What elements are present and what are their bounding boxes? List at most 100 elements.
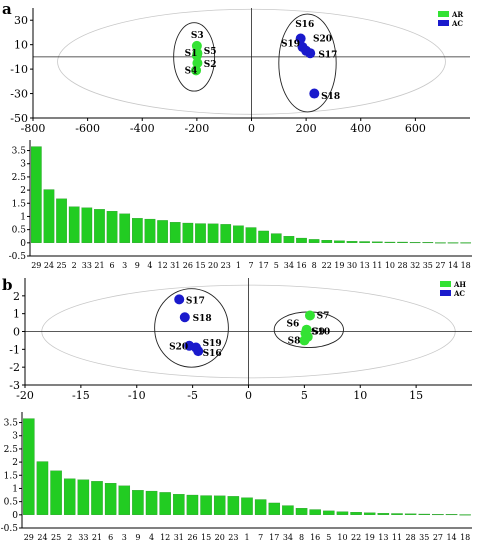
bar <box>36 461 49 515</box>
category-label: 35 <box>419 533 429 542</box>
y-tick-label: 1 <box>12 484 18 494</box>
bar <box>220 224 232 243</box>
x-tick-label: -800 <box>21 122 46 135</box>
bar <box>50 470 62 515</box>
x-tick-label: -10 <box>128 389 146 402</box>
bar <box>445 514 458 516</box>
bar <box>295 508 308 515</box>
data-point <box>193 346 204 357</box>
data-point <box>309 88 320 99</box>
category-label: 16 <box>296 261 306 270</box>
point-label: S1 <box>185 49 198 59</box>
point-label: S16 <box>203 349 222 359</box>
category-label: 4 <box>149 533 154 542</box>
category-label: 21 <box>92 533 102 542</box>
point-label: S10 <box>311 328 330 338</box>
legend-label: AC <box>451 19 463 28</box>
point-label: S18 <box>321 92 340 102</box>
category-label: 22 <box>322 261 332 270</box>
y-tick-label: -0.5 <box>1 524 19 534</box>
point-label: S2 <box>204 60 217 70</box>
category-label: 12 <box>160 533 170 542</box>
category-label: 24 <box>37 533 47 542</box>
y-tick-label: 0 <box>12 511 18 521</box>
bar <box>459 514 471 516</box>
category-label: 2 <box>67 533 72 542</box>
data-point <box>304 310 315 321</box>
bar <box>91 481 103 515</box>
category-label: 13 <box>378 533 388 542</box>
bar <box>418 513 431 515</box>
category-label: 15 <box>195 261 205 270</box>
bar <box>159 492 171 515</box>
category-label: 1 <box>244 533 249 542</box>
point-label: S17 <box>186 296 205 306</box>
bar <box>104 483 117 515</box>
category-label: 1 <box>236 261 241 270</box>
category-label: 19 <box>334 261 344 270</box>
bar <box>241 497 253 515</box>
bar <box>270 233 282 243</box>
y-tick-label: 2.5 <box>12 173 27 183</box>
bar <box>81 207 93 243</box>
point-label: S8 <box>288 336 301 346</box>
bar-chart-a: -0.500.511.522.533.529 24 25 2 33 21 6 3 9 4 12 31 2… <box>9 140 472 270</box>
bar <box>118 485 131 515</box>
category-label: 25 <box>51 533 61 542</box>
point-label: S20 <box>313 35 332 45</box>
x-tick-label: 400 <box>350 122 371 135</box>
category-label: 9 <box>135 533 140 542</box>
y-tick-label: -50 <box>10 112 28 125</box>
x-tick-label: -5 <box>187 389 198 402</box>
y-tick-label: 0.5 <box>4 498 19 508</box>
point-label: S18 <box>193 314 212 324</box>
category-label: 20 <box>215 533 225 542</box>
x-tick-label: 0 <box>245 389 252 402</box>
data-point <box>305 48 316 59</box>
bar <box>195 223 206 243</box>
y-tick-label: 10 <box>14 39 28 52</box>
bar <box>157 220 168 243</box>
bar <box>447 242 459 244</box>
data-point <box>191 50 202 61</box>
bar <box>132 490 144 515</box>
y-tick-label: 3.5 <box>4 419 19 429</box>
category-label: 5 <box>274 261 279 270</box>
category-label: 6 <box>110 261 115 270</box>
bar <box>363 512 376 515</box>
category-label: 17 <box>259 261 269 270</box>
bar <box>321 240 333 243</box>
category-label: 29 <box>24 533 34 542</box>
point-label: S5 <box>204 47 217 57</box>
bar <box>377 513 390 515</box>
x-tick-label: 0 <box>248 122 255 135</box>
bar <box>336 511 349 515</box>
bar <box>409 242 421 244</box>
bar <box>68 206 80 243</box>
category-label: 26 <box>187 533 197 542</box>
category-label: 15 <box>201 533 211 542</box>
bar <box>435 242 446 244</box>
x-tick-label: 5 <box>301 389 308 402</box>
bar <box>23 418 35 515</box>
point-label: S20 <box>169 343 188 353</box>
bar <box>323 510 335 515</box>
bar <box>258 230 269 243</box>
legend-label: AR <box>451 10 463 19</box>
category-label: 19 <box>365 533 375 542</box>
bar <box>282 505 294 515</box>
category-label: 6 <box>108 533 113 542</box>
y-tick-label: 2 <box>13 290 20 303</box>
category-label: 11 <box>372 261 382 270</box>
category-label: 10 <box>337 533 347 542</box>
bar <box>283 236 295 243</box>
category-label: 21 <box>94 261 104 270</box>
category-label: 33 <box>78 533 88 542</box>
legend-swatch <box>440 290 451 296</box>
bar <box>182 222 194 243</box>
panel-label-a: a <box>2 0 12 18</box>
bar <box>169 222 181 243</box>
bar <box>106 211 118 243</box>
